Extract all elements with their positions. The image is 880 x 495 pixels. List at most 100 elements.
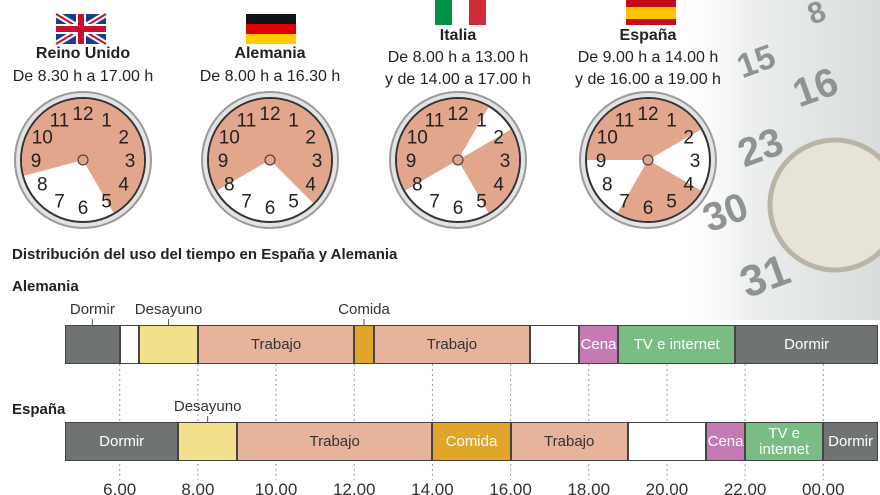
dial-number: 3 [500,151,511,172]
dial-number: 11 [425,110,445,131]
dial-number: 10 [597,128,618,149]
dial-number: 3 [312,151,323,172]
dial-number: 2 [493,128,504,149]
dial-number: 8 [412,175,423,196]
segment-label: Desayuno [134,301,203,318]
section-title: Distribución del uso del tiempo en Españ… [12,246,398,263]
country-name: Italia [440,27,477,44]
dial-number: 12 [637,104,658,125]
time-segment: Trabajo [373,325,531,364]
flag-it [435,0,486,25]
x-tick-label: 16.00 [489,480,532,495]
work-wedge [458,129,519,213]
segment-label: TV e internet [759,424,810,458]
time-segment [119,325,140,364]
dial-number: 8 [224,175,235,196]
dial-number: 8 [37,175,48,196]
clock-center [452,154,464,166]
x-tick-label: 6.00 [103,480,137,495]
dial-number: 7 [429,192,440,213]
dial-number: 10 [219,128,240,149]
dial-number: 1 [288,110,299,131]
dial-number: 11 [615,110,635,131]
hours-text: y de 14.00 a 17.00 h [385,71,531,88]
x-tick-label: 14.00 [411,480,454,495]
time-segment [354,325,374,364]
x-tick-label: 12.00 [332,480,376,495]
dial-number: 6 [453,198,464,219]
time-segment: Trabajo [197,325,355,364]
time-segment: Trabajo [510,422,628,461]
dial-number: 9 [218,151,229,172]
time-segment [139,325,198,364]
time-segment: Dormir [735,325,878,364]
time-segment: Comida [432,422,511,461]
dial-number: 6 [78,198,89,219]
dial-number: 4 [683,175,694,196]
dial-number: 5 [476,192,487,213]
x-tick-label: 22.00 [723,480,767,495]
dial-number: 4 [305,175,316,196]
segment-label: Cena [707,432,744,450]
time-segment: Dormir [65,422,179,461]
flag-de [246,14,296,44]
time-segment [530,325,579,364]
segment-label: Dormir [69,301,115,318]
dial-number: 5 [101,192,112,213]
dial-number: 11 [237,110,257,131]
row-name: España [12,401,66,418]
segment-label: TV e internet [633,335,720,353]
x-tick-label: 00.00 [801,480,845,495]
dial-number: 1 [101,110,112,131]
time-segment [178,422,237,461]
segment-label: Trabajo [544,432,595,450]
dial-number: 3 [125,151,136,172]
clock-center [77,154,89,166]
dial-number: 4 [493,175,504,196]
dial-number: 1 [476,110,487,131]
segment-label: Trabajo [250,335,302,353]
x-tick-label: 18.00 [567,480,611,495]
dial-number: 6 [265,198,276,219]
flag-es [626,0,676,25]
dial-number: 11 [50,110,70,131]
segment-label: Dormir [784,335,830,353]
segment-label: Dormir [828,432,874,450]
time-segment [627,422,707,461]
hours-text: De 8.00 h a 16.30 h [200,68,341,85]
dial-number: 9 [406,151,417,172]
country-name: Reino Unido [36,45,130,62]
dial-number: 9 [31,151,42,172]
dial-number: 2 [305,128,316,149]
time-segment: Cena [706,422,746,461]
x-tick-label: 8.00 [181,480,215,495]
dial-number: 9 [596,151,607,172]
hours-text: De 8.30 h a 17.00 h [13,68,154,85]
time-segment: Dormir [823,422,878,461]
x-tick-label: 20.00 [645,480,689,495]
dial-number: 10 [32,128,53,149]
work-wedge [587,98,701,160]
segment-label: Comida [338,301,390,318]
segment-label: Comida [445,432,498,450]
dial-number: 1 [666,110,677,131]
country-name: Alemania [234,45,305,62]
work-wedge [397,99,489,191]
dial-number: 4 [118,175,129,196]
dial-number: 5 [666,192,677,213]
dial-number: 12 [72,104,93,125]
hours-text: y de 16.00 a 19.00 h [575,71,721,88]
time-segment: Trabajo [236,422,433,461]
clock-center [642,154,654,166]
dial-number: 6 [643,198,654,219]
work-wedge [617,160,701,221]
segment-label: Desayuno [173,398,242,415]
segment-label: Dormir [99,432,145,450]
segment-label: Trabajo [309,432,360,450]
country-name: España [620,27,677,44]
dial-number: 2 [683,128,694,149]
work-wedge [209,98,331,204]
dial-number: 5 [288,192,299,213]
time-segment: TV e internet [745,422,824,461]
segment-label: Cena [580,335,617,353]
